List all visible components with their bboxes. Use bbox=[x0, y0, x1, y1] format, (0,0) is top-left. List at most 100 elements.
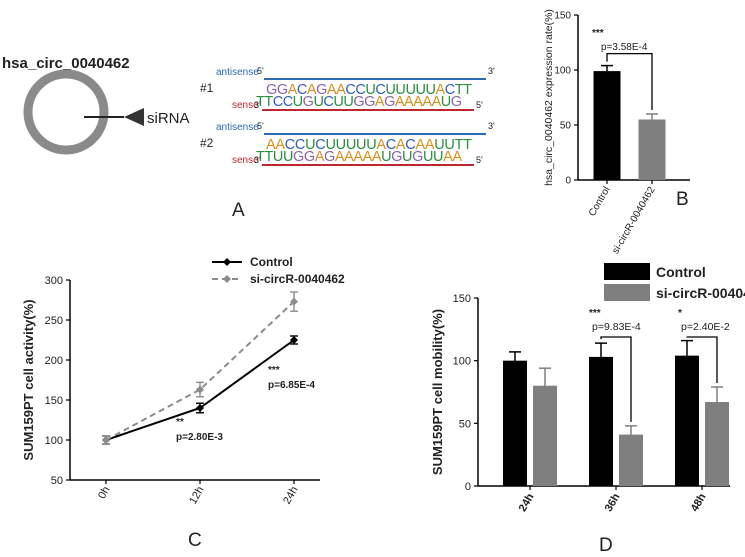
x-tick-label: 24h bbox=[281, 485, 301, 507]
y-tick-label: 150 bbox=[554, 11, 571, 22]
base-letter: T bbox=[264, 94, 273, 110]
base-letter: U bbox=[405, 82, 415, 98]
sirna-pair-2: #2 antisense 5' 3' AACCUCUUUUUACACAAUUTT… bbox=[200, 121, 495, 166]
base-letter: A bbox=[315, 149, 325, 165]
base-letter: G bbox=[391, 149, 402, 165]
sense-5prime: 5' bbox=[476, 100, 483, 110]
significance-stars: *** bbox=[589, 308, 601, 319]
legend-label: si-circR-0040462 bbox=[250, 272, 345, 286]
panel-a-letter: A bbox=[232, 200, 245, 221]
sequence-text: GGACAGAACCUCUUUUUACTT bbox=[266, 82, 472, 98]
data-point bbox=[290, 336, 298, 344]
base-letter: U bbox=[343, 94, 353, 110]
significance-stars: ** bbox=[176, 417, 184, 428]
base-letter: G bbox=[266, 82, 277, 98]
sequence-text: TTCCUGUCUUGGAGAAAAAUG bbox=[256, 94, 462, 110]
y-axis-label: hsa_circ_0040462 expression rate(%) bbox=[543, 9, 555, 186]
y-axis-label: SUM159PT cell mobility(%) bbox=[430, 309, 445, 475]
antisense-3prime: 3' bbox=[488, 121, 495, 131]
data-point bbox=[196, 404, 204, 412]
base-letter: C bbox=[273, 94, 283, 110]
pair-id: #1 bbox=[200, 81, 214, 95]
legend-marker bbox=[223, 258, 231, 266]
y-tick-label: 0 bbox=[565, 176, 571, 187]
base-letter: U bbox=[381, 149, 391, 165]
base-letter: U bbox=[385, 82, 395, 98]
base-letter: U bbox=[433, 149, 443, 165]
sense-3prime: 3' bbox=[254, 155, 261, 165]
bar bbox=[675, 355, 699, 486]
base-letter: C bbox=[375, 82, 385, 98]
sense-label: sense bbox=[232, 100, 259, 111]
legend-swatch bbox=[604, 263, 650, 280]
x-tick-label: si-circR-0040462 bbox=[610, 185, 658, 256]
p-value-label: p=2.40E-2 bbox=[681, 321, 730, 333]
pair-id: #2 bbox=[200, 136, 214, 150]
base-letter: G bbox=[324, 149, 335, 165]
base-letter: U bbox=[313, 94, 323, 110]
base-letter: A bbox=[288, 82, 298, 98]
x-tick-label: 0h bbox=[96, 485, 113, 502]
chart-c-cell-activity: 50 100 150 200 250 300 SUM159PT cell activity(… bbox=[21, 255, 345, 551]
base-letter: U bbox=[336, 137, 346, 153]
y-tick-label: 50 bbox=[51, 475, 63, 487]
sequence-text: TTUUGGAGAAAAAUGUGUUAA bbox=[256, 149, 462, 165]
y-tick-label: 200 bbox=[45, 355, 63, 367]
p-value-label: p=3.58E-4 bbox=[601, 42, 648, 53]
base-letter: C bbox=[345, 82, 355, 98]
base-letter: U bbox=[415, 82, 425, 98]
base-letter: A bbox=[363, 149, 373, 165]
panel-a: hsa_circ_0040462 siRNA #1 antisense 5' 3… bbox=[2, 55, 495, 221]
base-letter: A bbox=[422, 94, 432, 110]
base-letter: C bbox=[323, 94, 333, 110]
base-letter: U bbox=[441, 94, 451, 110]
legend-label: si-circR-0040462 bbox=[656, 285, 745, 301]
base-letter: U bbox=[395, 82, 405, 98]
base-letter: C bbox=[355, 82, 365, 98]
base-letter: A bbox=[307, 82, 317, 98]
x-tick-label: 36h bbox=[603, 491, 623, 514]
p-value-label: p=9.83E-4 bbox=[592, 321, 641, 333]
base-letter: U bbox=[325, 137, 335, 153]
base-letter: G bbox=[277, 82, 288, 98]
base-letter: A bbox=[396, 137, 406, 153]
base-letter: U bbox=[423, 149, 433, 165]
base-letter: U bbox=[305, 137, 315, 153]
antisense-label: antisense bbox=[216, 67, 259, 78]
base-letter: A bbox=[404, 94, 414, 110]
base-letter: A bbox=[376, 137, 386, 153]
base-letter: T bbox=[256, 149, 265, 165]
base-letter: A bbox=[266, 137, 276, 153]
base-letter: A bbox=[395, 94, 405, 110]
base-letter: C bbox=[445, 82, 455, 98]
y-tick-label: 250 bbox=[45, 315, 63, 327]
legend-label: Control bbox=[656, 264, 706, 280]
panel-d-letter: D bbox=[599, 535, 613, 556]
data-point bbox=[102, 436, 110, 444]
base-letter: T bbox=[455, 82, 464, 98]
circ-title: hsa_circ_0040462 bbox=[2, 55, 130, 72]
base-letter: A bbox=[344, 149, 354, 165]
y-tick-label: 100 bbox=[453, 356, 471, 368]
base-letter: A bbox=[452, 149, 462, 165]
base-letter: A bbox=[413, 94, 423, 110]
base-letter: U bbox=[333, 94, 343, 110]
sense-sequence: TTCCUGUCUUGGAGAAAAAUG bbox=[256, 94, 462, 110]
base-letter: U bbox=[293, 94, 303, 110]
y-tick-label: 150 bbox=[45, 395, 63, 407]
base-letter: U bbox=[366, 137, 376, 153]
base-letter: U bbox=[365, 82, 375, 98]
antisense-5prime: 5' bbox=[257, 121, 264, 131]
antisense-sequence: AACCUCUUUUUACACAAUUTT bbox=[266, 137, 472, 153]
base-letter: A bbox=[443, 149, 453, 165]
chart-d-cell-mobility: 0 50 100 150 SUM159PT cell mobility(%) 24h 36h… bbox=[430, 263, 745, 556]
antisense-3prime: 3' bbox=[488, 66, 495, 76]
sirna-arrow-icon bbox=[124, 108, 144, 126]
base-letter: G bbox=[364, 94, 375, 110]
legend-label: Control bbox=[250, 255, 293, 269]
p-value-label: p=6.85E-4 bbox=[268, 380, 315, 391]
base-letter: G bbox=[304, 149, 315, 165]
base-letter: C bbox=[295, 137, 305, 153]
base-letter: T bbox=[463, 137, 472, 153]
base-letter: A bbox=[432, 94, 442, 110]
